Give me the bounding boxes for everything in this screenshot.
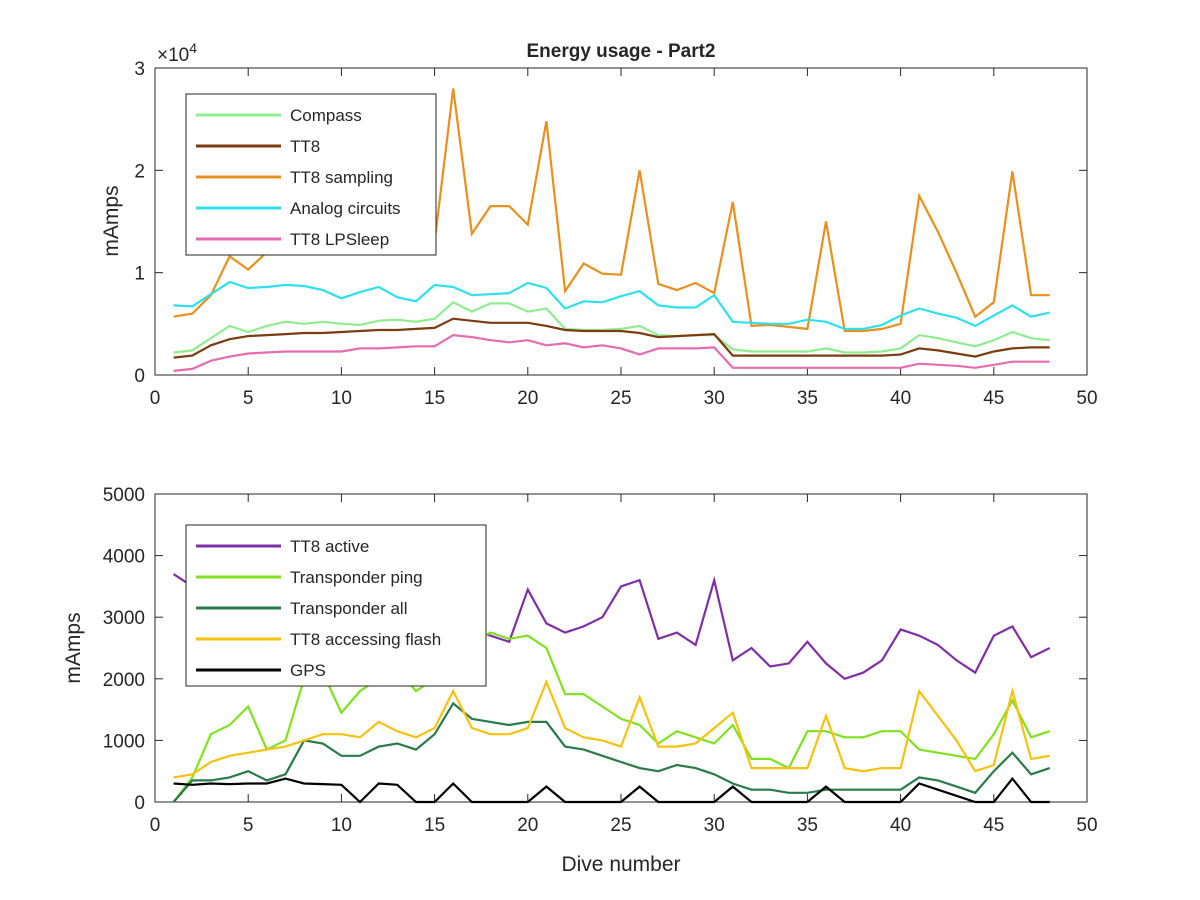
bottom-ticks: 0 5 10 15 20 25 30 35 40 45 50 0 1000 2000 3000 4000 500… xyxy=(103,485,1098,836)
bottom-x-tick-label: 0 xyxy=(150,815,161,836)
bottom-y-tick-label: 5000 xyxy=(103,485,145,506)
bottom-y-tick-label: 3000 xyxy=(103,608,145,629)
bottom-x-axis-label: Dive number xyxy=(561,853,680,876)
top-chart-title: Energy usage - Part2 xyxy=(526,41,715,62)
legend-entry: TT8 xyxy=(290,137,320,156)
series-line-compass xyxy=(173,300,1050,354)
legend-entry: Analog circuits xyxy=(290,199,401,218)
bottom-x-tick-label: 15 xyxy=(424,815,445,836)
top-x-tick-label: 15 xyxy=(424,388,445,409)
top-exponent-base: ×10 xyxy=(157,45,189,66)
legend-entry: Transponder all xyxy=(290,599,408,618)
bottom-legend: TT8 active Transponder ping Transponder al… xyxy=(185,524,487,687)
chart-bottom: mAmps Dive number 0 5 10 15 20 25 30 35 40 45 50 0 1… xyxy=(62,485,1098,876)
top-x-tick-label: 45 xyxy=(983,388,1004,409)
top-x-tick-label: 40 xyxy=(890,388,911,409)
bottom-x-tick-label: 25 xyxy=(610,815,631,836)
bottom-y-tick-label: 1000 xyxy=(103,731,145,752)
top-ticks: 0 5 10 15 20 25 30 35 40 45 50 0 1 2 3 xyxy=(134,59,1097,409)
bottom-y-tick-label: 4000 xyxy=(103,547,145,568)
bottom-y-tick-label: 0 xyxy=(134,793,145,814)
top-x-tick-label: 25 xyxy=(610,388,631,409)
bottom-legend-box xyxy=(185,524,487,687)
top-x-tick-label: 5 xyxy=(243,388,254,409)
bottom-x-tick-label: 5 xyxy=(243,815,254,836)
bottom-y-axis-label: mAmps xyxy=(62,612,85,683)
bottom-y-tick-label: 2000 xyxy=(103,670,145,691)
series-line-tt8-accessing-flash xyxy=(173,678,1050,779)
top-y-tick-label: 3 xyxy=(134,59,145,80)
bottom-x-tick-label: 10 xyxy=(331,815,352,836)
top-x-tick-label: 30 xyxy=(704,388,725,409)
legend-entry: TT8 accessing flash xyxy=(290,630,441,649)
chart-top: Energy usage - Part2 mAmps ×104 0 5 10 15 20… xyxy=(100,40,1098,409)
top-legend-box xyxy=(185,93,437,256)
top-y-tick-label: 1 xyxy=(134,264,145,285)
top-legend: Compass TT8 TT8 sampling Analog circuits TT8… xyxy=(185,93,437,256)
series-line-analog-circuits xyxy=(173,280,1050,330)
top-exponent-label: ×104 xyxy=(157,40,197,66)
legend-entry: Transponder ping xyxy=(290,568,423,587)
bottom-x-tick-label: 50 xyxy=(1076,815,1097,836)
top-x-tick-label: 10 xyxy=(331,388,352,409)
top-y-tick-label: 2 xyxy=(134,161,145,182)
legend-entry: TT8 LPSleep xyxy=(290,230,389,249)
top-y-axis-label: mAmps xyxy=(100,185,123,256)
series-line-transponder-all xyxy=(172,701,1051,803)
bottom-x-tick-label: 45 xyxy=(983,815,1004,836)
bottom-x-tick-label: 40 xyxy=(890,815,911,836)
bottom-x-tick-label: 35 xyxy=(797,815,818,836)
bottom-x-tick-label: 30 xyxy=(704,815,725,836)
series-line-tt8 xyxy=(173,317,1050,359)
top-exponent-power: 4 xyxy=(189,40,197,56)
top-x-tick-label: 20 xyxy=(517,388,538,409)
top-x-tick-label: 35 xyxy=(797,388,818,409)
series-line-tt8-lpsleep xyxy=(173,333,1050,372)
bottom-x-tick-label: 20 xyxy=(517,815,538,836)
legend-entry: Compass xyxy=(290,106,362,125)
series-line-gps xyxy=(173,776,1050,804)
top-x-tick-label: 0 xyxy=(150,388,161,409)
legend-entry: TT8 sampling xyxy=(290,168,393,187)
top-y-tick-label: 0 xyxy=(134,366,145,387)
top-x-tick-label: 50 xyxy=(1076,388,1097,409)
legend-entry: TT8 active xyxy=(290,537,369,556)
legend-entry: GPS xyxy=(290,661,326,680)
